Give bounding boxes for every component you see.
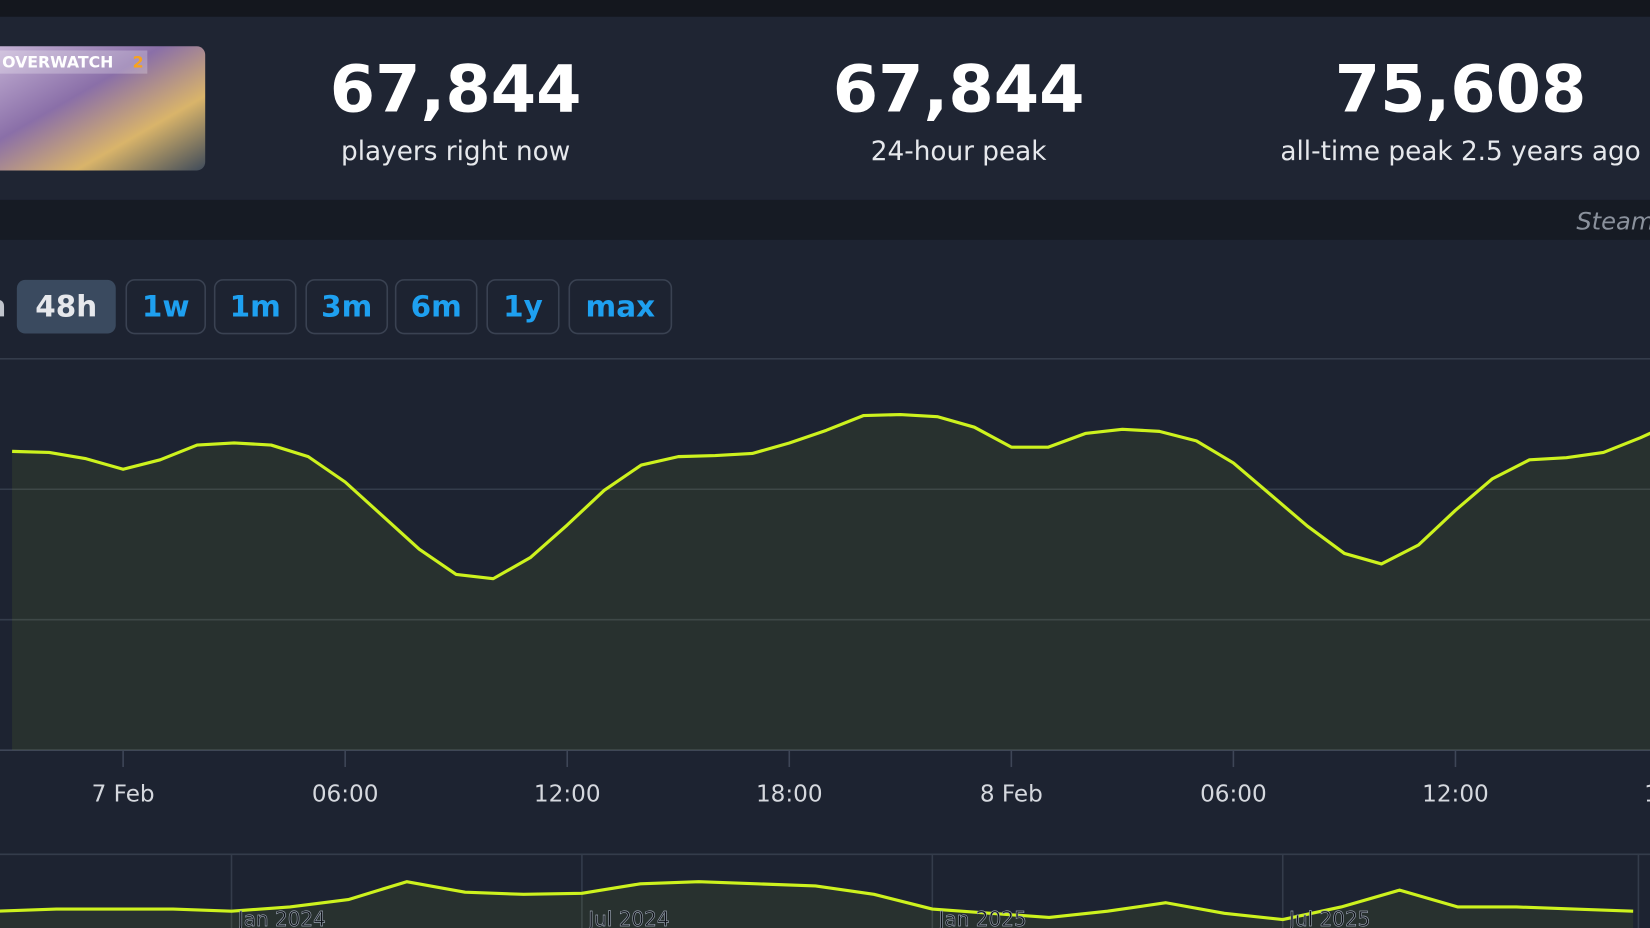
- navigator-label: Jul 2025: [1287, 907, 1370, 928]
- area-fill: [12, 414, 1650, 751]
- range-button[interactable]: 48h: [16, 279, 116, 334]
- button-label[interactable]: 6m: [411, 290, 462, 324]
- button-label[interactable]: max: [586, 290, 656, 324]
- range-button[interactable]: 1w: [125, 279, 206, 335]
- button-box: [125, 279, 206, 335]
- x-tick-label: 06:00: [1200, 782, 1267, 808]
- navigator-label: Jan 2025: [937, 907, 1027, 928]
- top-bar: [0, 0, 1650, 17]
- stat-value: 67,844: [330, 52, 582, 128]
- data-line: [12, 412, 1650, 581]
- button-label[interactable]: 3m: [321, 290, 372, 324]
- range-buttons: 24h 48h 1w 1m 3m 6m 1y max: [0, 279, 673, 335]
- range-button[interactable]: max: [568, 279, 673, 335]
- range-button[interactable]: 24h: [0, 280, 6, 334]
- range-button[interactable]: 3m: [305, 279, 389, 335]
- button-label[interactable]: 24h: [0, 290, 6, 324]
- x-tick-label: 12:00: [1422, 782, 1489, 808]
- button-box: [305, 279, 389, 335]
- chart: 7 Feb 06:00 12:00 18:00 8 Feb 06:00 12:00 18:00: [0, 357, 1650, 808]
- logo-band: [0, 50, 148, 74]
- navigator: Jan 2024 Jul 2024 Jan 2025 Jul 2025: [0, 853, 1650, 928]
- logo-number: 2: [133, 52, 144, 71]
- x-tick-label: 12:00: [534, 782, 601, 808]
- button-label[interactable]: 1w: [142, 290, 190, 324]
- stat-value: 75,608: [1335, 52, 1587, 128]
- stat-label: 24-hour peak: [871, 137, 1048, 167]
- source-label: Steam: [1576, 207, 1650, 235]
- logo-image: [0, 46, 206, 171]
- x-tick-label: 18:00: [1644, 782, 1650, 808]
- button-box: [394, 279, 478, 335]
- button-box: [568, 279, 673, 335]
- button-box: [213, 279, 297, 335]
- button-label[interactable]: 1y: [503, 290, 543, 324]
- x-tick-label: 8 Feb: [980, 782, 1043, 808]
- range-button[interactable]: 1m: [213, 279, 297, 335]
- button-label[interactable]: 48h: [35, 290, 97, 324]
- button-box: [486, 279, 560, 335]
- x-tick-label: 7 Feb: [92, 782, 155, 808]
- source-strip: [0, 199, 1650, 240]
- button-box: [16, 279, 116, 334]
- game-logo: OVERWATCH 2: [0, 46, 206, 171]
- stat-label: players right now: [341, 137, 570, 167]
- header-panel: [0, 16, 1650, 200]
- stat-label: all-time peak 2.5 years ago: [1280, 137, 1640, 167]
- data-line: [0, 880, 1634, 922]
- button-label[interactable]: 1m: [230, 290, 281, 324]
- navigator-label: Jan 2024: [236, 907, 326, 928]
- x-tick-label: 18:00: [756, 782, 823, 808]
- range-button[interactable]: 1y: [486, 279, 560, 335]
- area-fill: [0, 881, 1634, 928]
- stat-value: 67,844: [833, 52, 1085, 128]
- x-tick-label: 06:00: [312, 782, 379, 808]
- chart-panel: [0, 239, 1650, 928]
- range-button[interactable]: 6m: [394, 279, 478, 335]
- navigator-label: Jul 2024: [586, 907, 669, 928]
- logo-text: OVERWATCH: [2, 52, 113, 71]
